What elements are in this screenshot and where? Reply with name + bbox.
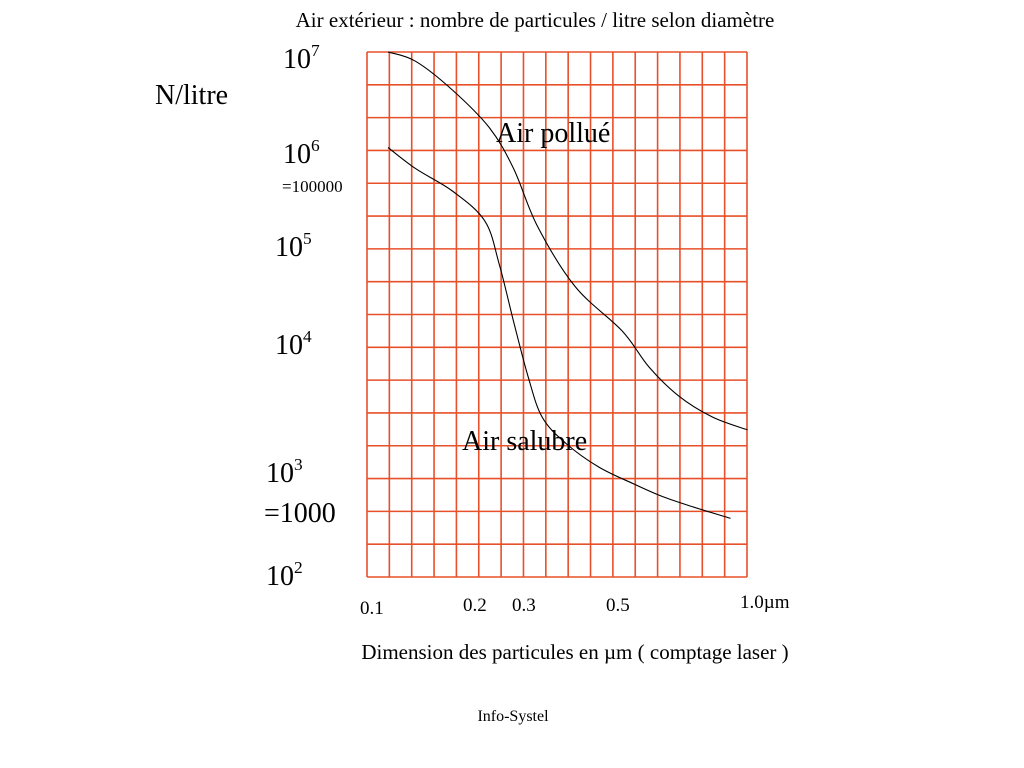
chart-curves [387,51,748,519]
chart-title: Air extérieur : nombre de particules / l… [295,8,775,32]
y-tick-1e7: 107 [283,40,320,75]
series-line-air-salubre [387,147,731,519]
x-axis-label: Dimension des particules en µm ( comptag… [361,640,789,664]
series-label-air-pollue: Air pollué [496,118,611,149]
y-tick-1e6: 106 [283,135,320,170]
x-tick-0.5: 0.5 [606,595,630,616]
y-tick-1e4: 104 [275,326,312,361]
x-tick-0.2: 0.2 [463,595,487,616]
y-tick-1e2: 102 [266,557,303,592]
chart-grid [366,51,748,578]
series-line-air-pollue [387,51,748,431]
series-label-air-salubre: Air salubre [462,426,588,457]
x-tick-0.3: 0.3 [512,595,536,616]
y-tick-1e6-note: =100000 [282,177,343,196]
footer-credit: Info-Systel [477,708,549,725]
y-tick-1e5: 105 [275,228,312,263]
x-tick-0.1: 0.1 [360,598,384,619]
y-tick-1e3-note: =1000 [264,498,336,529]
y-tick-1e3: 103 [266,454,303,489]
x-tick-1.0: 1.0µm [740,592,790,613]
y-axis-label: N/litre [155,80,229,111]
